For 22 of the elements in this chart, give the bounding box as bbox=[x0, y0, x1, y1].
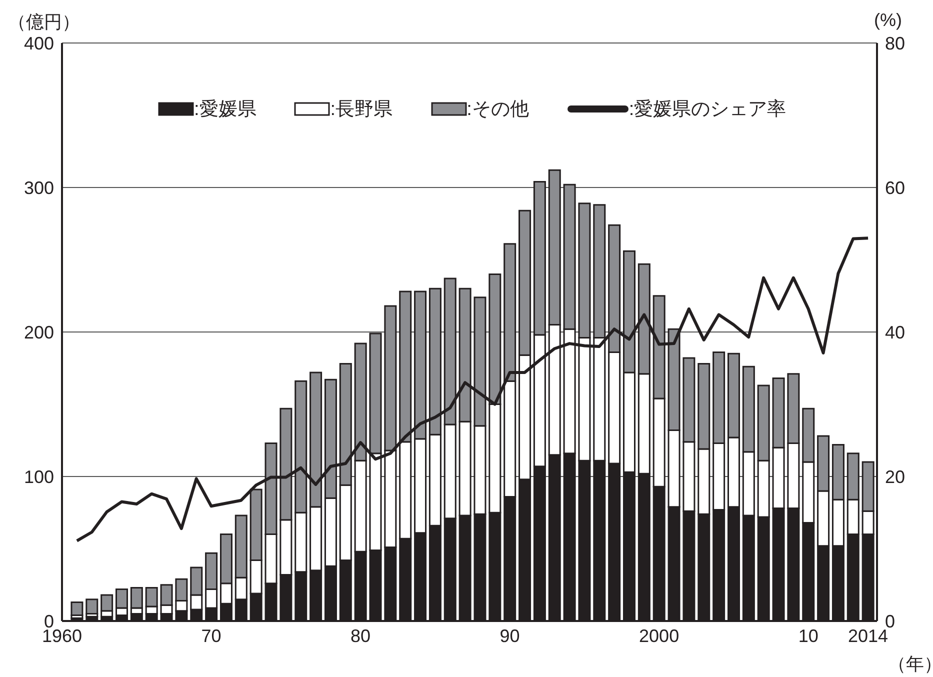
y2-tick-label: 40 bbox=[885, 322, 906, 342]
y-tick-label: 200 bbox=[24, 322, 54, 342]
y-tick-label: 100 bbox=[24, 466, 54, 487]
x-tick-label: 2000 bbox=[639, 626, 680, 646]
bar bbox=[86, 598, 98, 615]
x-axis-title: （年） bbox=[888, 653, 933, 676]
legend-label: :愛媛県のシェア率 bbox=[628, 98, 786, 122]
bar bbox=[70, 601, 84, 616]
y2-tick-label: 60 bbox=[885, 178, 906, 198]
y2-tick-label: 80 bbox=[885, 33, 906, 54]
y2-tick-label: 20 bbox=[885, 466, 906, 487]
y-tick-label: 400 bbox=[24, 33, 54, 54]
y-tick-label: 300 bbox=[24, 178, 54, 198]
legend-label: :愛媛県 bbox=[194, 98, 256, 122]
x-tick-label: 70 bbox=[201, 626, 222, 646]
legend-label: :その他 bbox=[466, 98, 529, 122]
y2-axis-title: (%) bbox=[874, 10, 902, 31]
x-tick-label: 80 bbox=[350, 626, 371, 646]
legend-label: :長野県 bbox=[330, 98, 393, 122]
x-tick-label: 10 bbox=[798, 626, 818, 646]
y-axis-title: （億円） bbox=[8, 11, 80, 34]
x-tick-label: 90 bbox=[500, 626, 520, 646]
